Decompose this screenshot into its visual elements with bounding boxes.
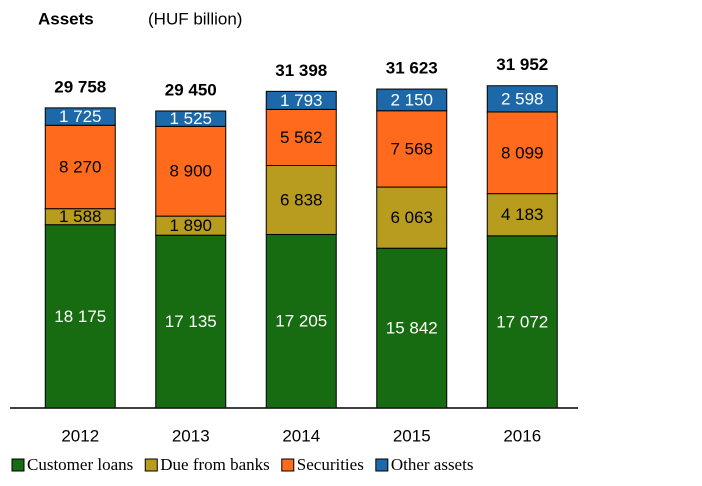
- value-label: 2 150: [390, 90, 433, 109]
- bar-segment: [44, 224, 116, 409]
- legend-label: Securities: [297, 455, 364, 474]
- bar-segment: [376, 110, 448, 188]
- value-label: 8 900: [169, 162, 212, 181]
- bar-segment: [155, 234, 227, 409]
- value-label: 18 175: [54, 307, 106, 326]
- bar-segment: [376, 247, 448, 409]
- value-label: 6 838: [280, 190, 323, 209]
- total-label: 29 758: [54, 77, 106, 96]
- legend-swatch: [281, 458, 295, 472]
- bar-segment: [265, 233, 337, 409]
- value-label: 1 525: [169, 109, 212, 128]
- legend-label: Customer loans: [27, 455, 133, 474]
- bar-segment: [376, 186, 448, 249]
- bar-segment: [44, 107, 116, 126]
- total-label: 31 952: [496, 55, 548, 74]
- value-label: 15 842: [386, 319, 438, 338]
- legend-swatch: [11, 458, 25, 472]
- legend-swatch: [144, 458, 158, 472]
- x-tick-label: 2013: [172, 426, 210, 445]
- x-tick-label: 2015: [393, 426, 431, 445]
- chart-title: Assets: [38, 9, 94, 28]
- bar-segment: [44, 124, 116, 210]
- value-label: 7 568: [390, 139, 433, 158]
- legend: Customer loans Due from banks Securities Ot…: [11, 455, 474, 474]
- legend-label: Due from banks: [160, 455, 270, 474]
- chart-subtitle: (HUF billion): [148, 9, 242, 28]
- x-tick-label: 2016: [503, 426, 541, 445]
- value-label: 8 099: [501, 143, 544, 162]
- value-label: 4 183: [501, 205, 544, 224]
- bar-segment: [486, 85, 558, 113]
- bar-segment: [486, 193, 558, 237]
- x-tick-label: 2014: [282, 426, 320, 445]
- legend-label: Other assets: [391, 455, 474, 474]
- value-label: 6 063: [390, 208, 433, 227]
- value-label: 1 588: [59, 207, 102, 226]
- bar-segment: [265, 108, 337, 167]
- value-label: 8 270: [59, 157, 102, 176]
- value-label: 17 135: [165, 312, 217, 331]
- legend-swatch: [375, 458, 389, 472]
- bar-segment: [486, 235, 558, 409]
- total-label: 31 398: [275, 61, 327, 80]
- bar-segment: [486, 111, 558, 195]
- bar-segment: [155, 110, 227, 127]
- total-label: 29 450: [165, 80, 217, 99]
- value-label: 1 725: [59, 107, 102, 126]
- bar-segment: [376, 88, 448, 112]
- value-label: 17 205: [275, 312, 327, 331]
- total-label: 31 623: [386, 59, 438, 78]
- value-label: 1 890: [169, 216, 212, 235]
- x-tick-label: 2012: [61, 426, 99, 445]
- value-label: 2 598: [501, 89, 544, 108]
- value-label: 17 072: [496, 312, 548, 331]
- value-label: 5 562: [280, 128, 323, 147]
- bar-segment: [155, 125, 227, 217]
- bar-segment: [265, 90, 337, 110]
- value-label: 1 793: [280, 91, 323, 110]
- bar-segment: [265, 165, 337, 235]
